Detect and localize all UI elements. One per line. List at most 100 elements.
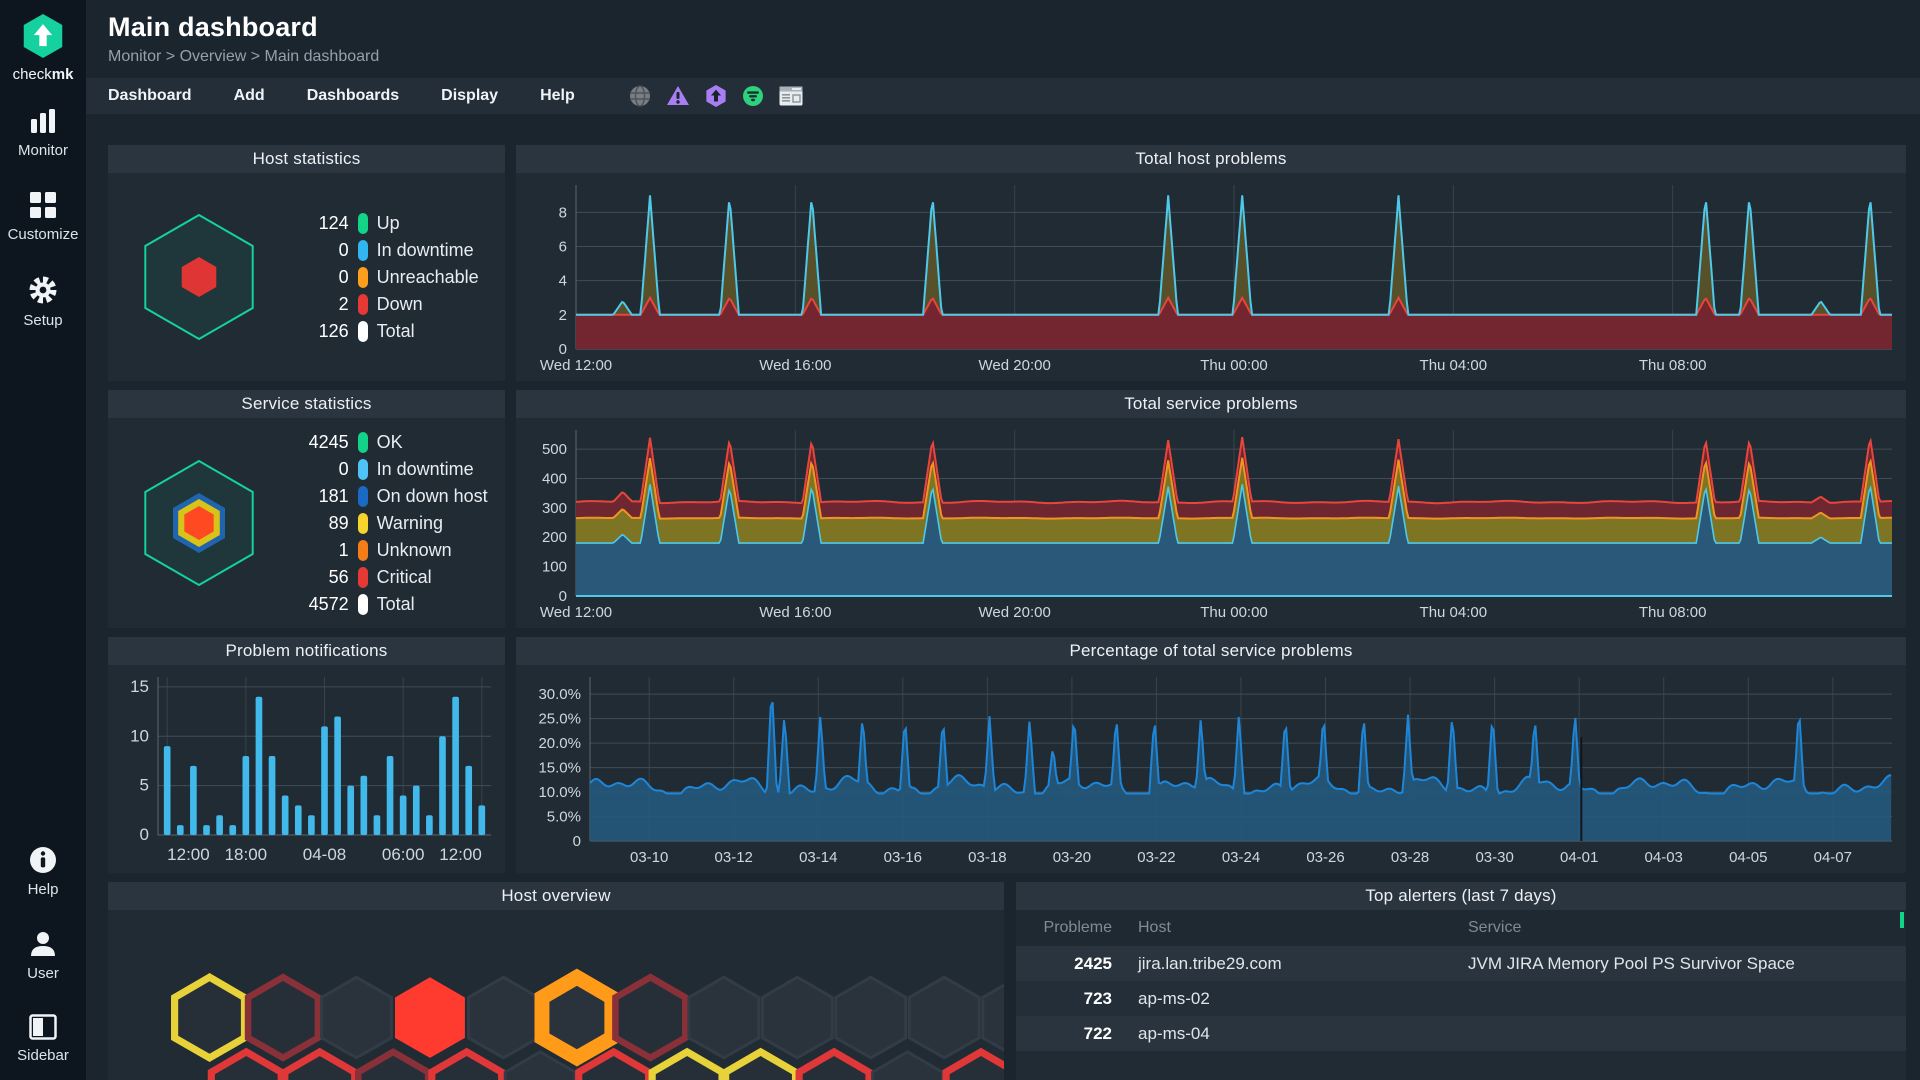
sidebar-item-customize[interactable]: Customize <box>0 175 86 259</box>
sidebar-label: Setup <box>23 312 63 329</box>
service-state-hexagon[interactable] <box>134 452 264 594</box>
host-hexagon[interactable] <box>320 975 393 1060</box>
problem-count: 2425 <box>1074 953 1112 973</box>
notifications-bar-chart[interactable]: 0 5 10 15 12:00 18:00 04-08 06:00 12:00 <box>108 665 505 873</box>
host-hexagon[interactable] <box>395 977 465 1058</box>
svg-text:0: 0 <box>559 341 567 358</box>
stat-row-total[interactable]: 126 Total <box>291 320 479 342</box>
host-hexagon[interactable] <box>981 977 1004 1058</box>
stat-row-ok[interactable]: 4245 OK <box>291 431 488 453</box>
form-window-icon[interactable] <box>779 86 803 106</box>
checkmk-logo-icon <box>23 14 63 58</box>
column-header-service[interactable]: Service <box>1468 919 1522 936</box>
warning-triangle-icon[interactable] <box>666 85 690 107</box>
host-hexagon[interactable] <box>648 1047 726 1080</box>
stat-label: In downtime <box>376 239 474 260</box>
host-hexagon[interactable] <box>612 973 689 1062</box>
svg-text:0: 0 <box>559 588 567 605</box>
host-hexagon[interactable] <box>207 1047 285 1080</box>
stat-row-in-downtime[interactable]: 0 In downtime <box>291 458 488 480</box>
checkmk-purple-icon[interactable] <box>705 84 727 108</box>
host-hexagon[interactable] <box>534 968 620 1067</box>
host-state-hexagon[interactable] <box>134 206 264 348</box>
host-hexagon[interactable] <box>795 1047 873 1080</box>
sidebar-item-user[interactable]: User <box>0 914 86 998</box>
menu-dashboard[interactable]: Dashboard <box>108 87 192 104</box>
host-hexagon[interactable] <box>942 1047 1004 1080</box>
host-hexagon[interactable] <box>354 1048 432 1080</box>
host-problems-chart[interactable]: 0 2 4 6 8 Wed 12:00 Wed 16:00 Wed 20:00 Thu 00:0… <box>516 173 1906 381</box>
globe-icon[interactable] <box>629 85 651 107</box>
sidebar-item-help[interactable]: Help <box>0 830 86 914</box>
breadcrumb[interactable]: Monitor > Overview > Main dashboard <box>108 48 380 65</box>
stat-label: On down host <box>376 485 488 506</box>
sidebar-label: Customize <box>7 226 79 243</box>
percentage-problems-chart[interactable]: 0 5.0% 10.0% 15.0% 20.0% 25.0% 30.0% 03-10 03-12… <box>516 665 1906 873</box>
host-hexagon[interactable] <box>503 1050 577 1080</box>
host-hexagon[interactable] <box>428 1047 506 1080</box>
column-header-host[interactable]: Host <box>1138 919 1171 936</box>
host-hexagon[interactable] <box>834 975 908 1060</box>
stat-row-up[interactable]: 124 Up <box>291 212 479 234</box>
host-link[interactable]: ap-ms-02 <box>1138 988 1210 1008</box>
table-row: 723 ap-ms-02 <box>1016 981 1906 1016</box>
sidebar-item-setup[interactable]: Setup <box>0 259 86 345</box>
stat-color-pill <box>357 566 368 588</box>
host-hexagon[interactable] <box>760 975 834 1060</box>
stat-value: 4572 <box>308 593 349 614</box>
stat-row-on-down-host[interactable]: 181 On down host <box>291 485 488 507</box>
stat-value: 0 <box>338 266 349 287</box>
stat-row-critical[interactable]: 56 Critical <box>291 566 488 588</box>
host-hexagon[interactable] <box>722 1047 800 1080</box>
sidebar-item-sidebar-toggle[interactable]: Sidebar <box>0 998 86 1080</box>
host-overview-hexgrid[interactable] <box>108 910 1004 1080</box>
host-hexagon[interactable] <box>871 1050 944 1080</box>
stat-row-in-downtime[interactable]: 0 In downtime <box>291 239 479 261</box>
host-link[interactable]: jira.lan.tribe29.com <box>1138 953 1282 973</box>
service-link[interactable]: JVM JIRA Memory Pool PS Survivor Space <box>1468 953 1795 973</box>
sidebar-label: Sidebar <box>17 1047 69 1064</box>
sidebar-item-monitor[interactable]: Monitor <box>0 93 86 175</box>
stat-color-pill <box>357 593 368 615</box>
stat-row-down[interactable]: 2 Down <box>291 293 479 315</box>
stat-row-unknown[interactable]: 1 Unknown <box>291 539 488 561</box>
svg-text:2: 2 <box>559 307 567 324</box>
host-hexagon[interactable] <box>171 973 249 1062</box>
problem-count: 723 <box>1083 988 1112 1008</box>
svg-text:0: 0 <box>140 825 149 844</box>
svg-text:06:00: 06:00 <box>382 845 425 864</box>
svg-text:03-18: 03-18 <box>968 849 1006 866</box>
user-icon <box>31 932 55 956</box>
stat-row-warning[interactable]: 89 Warning <box>291 512 488 534</box>
stat-row-unreachable[interactable]: 0 Unreachable <box>291 266 479 288</box>
host-hexagon[interactable] <box>907 975 981 1060</box>
panel-title: Total host problems <box>516 145 1906 173</box>
dashboard-menubar: Dashboard Add Dashboards Display Help <box>86 78 1920 114</box>
svg-text:15.0%: 15.0% <box>538 760 581 777</box>
svg-text:04-08: 04-08 <box>303 845 346 864</box>
problem-count: 722 <box>1083 1023 1112 1043</box>
setup-gear-icon <box>29 276 57 304</box>
service-problems-chart[interactable]: 0 100 200 300 400 500 Wed 12:00 Wed 16:00 Wed 20… <box>516 418 1906 628</box>
host-hexagon[interactable] <box>687 975 761 1060</box>
stat-value: 0 <box>338 239 349 260</box>
table-row: 722 ap-ms-04 <box>1016 1016 1906 1051</box>
filter-icon[interactable] <box>742 85 764 107</box>
svg-text:Wed 16:00: Wed 16:00 <box>759 604 831 621</box>
menu-help[interactable]: Help <box>540 87 575 104</box>
stat-color-pill <box>357 485 368 507</box>
svg-text:4: 4 <box>559 273 567 290</box>
checkmk-logo[interactable]: checkmk <box>13 0 73 93</box>
host-hexagon[interactable] <box>281 1047 359 1080</box>
menu-add[interactable]: Add <box>233 87 265 104</box>
column-header-probleme[interactable]: Probleme <box>1043 919 1112 936</box>
menu-display[interactable]: Display <box>441 87 499 104</box>
stat-row-total[interactable]: 4572 Total <box>291 593 488 615</box>
panel-title: Total service problems <box>516 390 1906 418</box>
table-row: 2425 jira.lan.tribe29.com JVM JIRA Memory … <box>1016 946 1906 981</box>
host-link[interactable]: ap-ms-04 <box>1138 1023 1210 1043</box>
menu-dashboards[interactable]: Dashboards <box>306 87 400 104</box>
svg-text:Thu 04:00: Thu 04:00 <box>1420 604 1488 621</box>
host-hexagon[interactable] <box>244 973 322 1062</box>
host-hexagon[interactable] <box>466 975 540 1060</box>
